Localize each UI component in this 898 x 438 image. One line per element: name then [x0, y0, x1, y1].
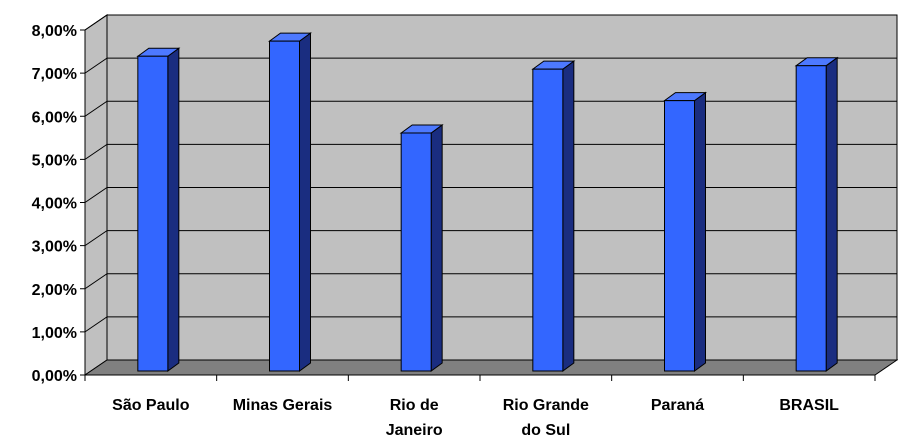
x-axis: São Paulo Minas Gerais Rio de Janeiro Rio Gr… — [84, 374, 876, 438]
bar-side — [167, 47, 180, 372]
gridline-side — [84, 100, 108, 117]
x-tick-label: Rio de — [390, 397, 439, 414]
bar-front — [664, 100, 695, 372]
bar — [794, 56, 839, 372]
y-tick-label: 8,00% — [32, 23, 77, 40]
x-tick-label: do Sul — [521, 422, 570, 438]
bar — [399, 123, 444, 372]
y-axis: 0,00% 1,00% 2,00% 3,00% 4,00% 5,00% 6,00% 7,00%… — [32, 23, 86, 385]
x-tick-label: São Paulo — [112, 397, 190, 414]
gridline-side — [84, 230, 108, 247]
x-tick-label: Paraná — [651, 397, 704, 414]
bar-side — [562, 60, 575, 372]
bar-front — [137, 55, 169, 372]
x-tick-label: Rio Grande — [503, 397, 589, 414]
gridline-side — [84, 187, 108, 203]
bar-front — [400, 132, 432, 372]
gridline-side — [84, 57, 108, 74]
bar-front — [532, 68, 564, 372]
bar-front — [795, 65, 827, 372]
gridline-side — [84, 273, 108, 290]
y-tick-label: 2,00% — [32, 282, 77, 299]
bar-side — [825, 56, 838, 372]
bar-side — [430, 123, 443, 372]
gridline-side — [84, 316, 108, 333]
y-tick-label: 7,00% — [32, 66, 77, 83]
x-tick-label: Janeiro — [386, 422, 443, 438]
chart-walls — [84, 14, 898, 376]
x-tick-label: BRASIL — [779, 397, 839, 414]
bar-side — [299, 32, 311, 372]
y-tick-label: 1,00% — [32, 325, 77, 342]
gridline-side — [84, 143, 108, 160]
y-tick-label: 3,00% — [32, 239, 77, 256]
bars — [136, 32, 839, 372]
floor — [83, 359, 898, 376]
bar — [267, 32, 313, 372]
y-tick-label: 0,00% — [32, 368, 77, 385]
bar-front — [269, 40, 300, 372]
gridline-side — [84, 14, 108, 31]
bar — [136, 47, 181, 372]
bar — [531, 60, 576, 372]
bar — [662, 91, 708, 372]
bar-side — [694, 91, 706, 372]
y-tick-label: 6,00% — [32, 109, 77, 126]
y-tick-label: 5,00% — [32, 152, 77, 169]
x-tick-label: Minas Gerais — [233, 397, 333, 414]
gridlines — [84, 14, 897, 333]
chart-floor — [83, 359, 898, 376]
y-tick-label: 4,00% — [32, 196, 77, 213]
